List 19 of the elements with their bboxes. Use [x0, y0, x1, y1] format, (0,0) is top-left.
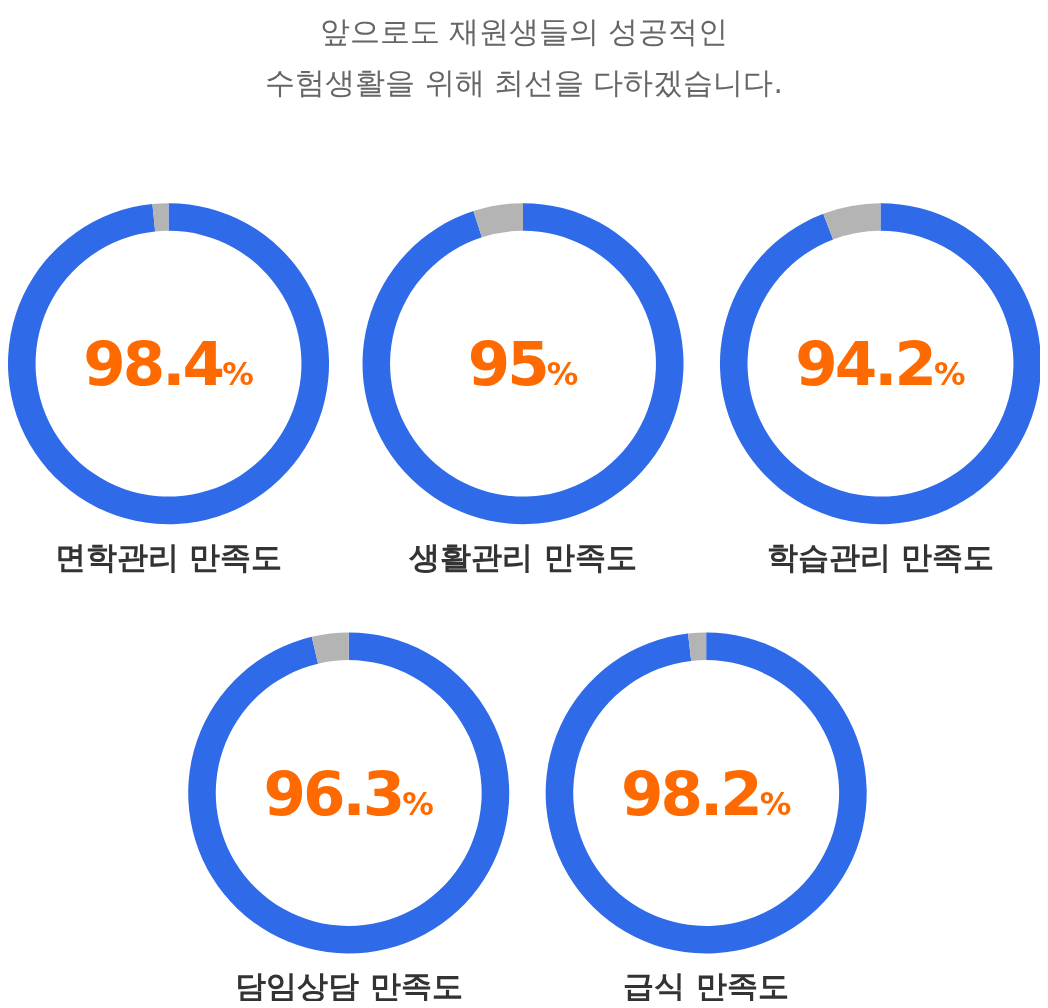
donut-slice — [8, 203, 329, 524]
donut-slice — [823, 203, 881, 240]
data-label: 95% — [467, 328, 579, 400]
data-label: 96.3% — [263, 757, 434, 829]
donut-slice — [720, 203, 1040, 524]
donut-slice — [688, 632, 707, 661]
donut-slice — [188, 632, 510, 954]
donut-slice — [473, 203, 524, 238]
data-label: 94.2% — [795, 328, 966, 400]
donut-slice — [362, 203, 684, 525]
data-label: 98.2% — [620, 757, 792, 829]
text: 생활관리 만족도 — [408, 539, 637, 575]
data-label: 98.4% — [83, 328, 254, 400]
text: 면학관리 만족도 — [54, 539, 283, 575]
donut-slice — [311, 632, 349, 664]
donut-slice — [152, 203, 169, 232]
donut-slice — [545, 632, 867, 954]
text: 학습관리 만족도 — [766, 539, 995, 575]
text: 앞으로도 재원생들의 성공적인 수험생활을 위해 최선을 다하겠습니다. — [265, 14, 783, 100]
